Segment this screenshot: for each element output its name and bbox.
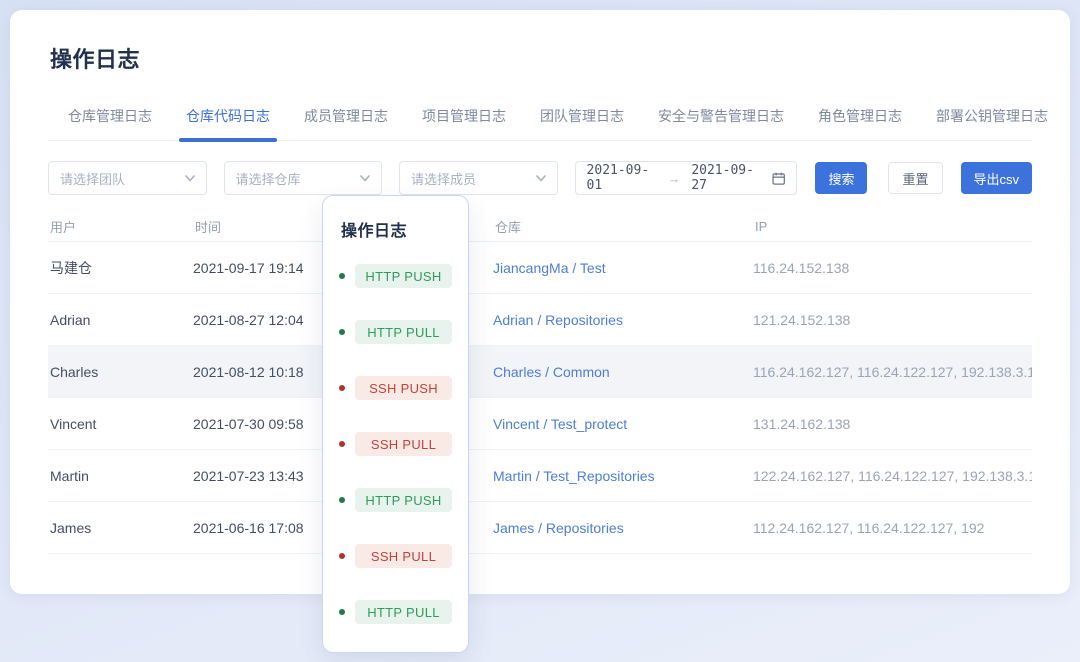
operation-tag: SSH PULL: [355, 432, 452, 456]
date-end: 2021-09-27: [691, 163, 754, 193]
main-panel: 操作日志 仓库管理日志 仓库代码日志 成员管理日志 项目管理日志 团队管理日志 …: [10, 10, 1070, 594]
team-select[interactable]: 请选择团队: [48, 161, 207, 195]
ip-cell: 122.24.162.127, 116.24.122.127, 192.138.…: [753, 467, 1032, 484]
log-table: 用户 时间 仓库 IP 马建仓 2021-09-17 19:14 Jiancan…: [48, 211, 1032, 554]
user-cell: Adrian: [50, 311, 91, 328]
tab-repo-manage-log[interactable]: 仓库管理日志: [68, 108, 152, 124]
user-cell: 马建仓: [50, 259, 92, 276]
reset-button[interactable]: 重置: [888, 162, 943, 194]
operation-item: SSH PULL: [339, 432, 452, 456]
chevron-down-icon: [360, 174, 370, 181]
time-cell: 2021-08-27 12:04: [193, 311, 304, 328]
status-dot-icon: [339, 273, 345, 279]
table-row: Vincent 2021-07-30 09:58 Vincent / Test_…: [48, 398, 1032, 450]
user-cell: Charles: [50, 363, 99, 380]
chevron-down-icon: [535, 174, 546, 181]
time-cell: 2021-08-12 10:18: [193, 363, 304, 380]
repo-link[interactable]: Adrian / Repositories: [493, 311, 623, 328]
ip-cell: 131.24.162.138: [753, 415, 851, 432]
time-cell: 2021-07-23 13:43: [193, 467, 304, 484]
operation-item: HTTP PULL: [339, 320, 452, 344]
time-cell: 2021-07-30 09:58: [193, 415, 304, 432]
col-header-user: 用户: [50, 219, 77, 235]
date-start: 2021-09-01: [586, 163, 650, 193]
user-cell: Vincent: [50, 415, 97, 432]
ip-cell: 112.24.162.127, 116.24.122.127, 192: [753, 519, 985, 536]
tab-project-manage-log[interactable]: 项目管理日志: [422, 108, 506, 124]
repo-link[interactable]: Vincent / Test_protect: [493, 415, 628, 432]
popover-title: 操作日志: [341, 223, 408, 240]
repo-select-placeholder: 请选择仓库: [235, 171, 301, 187]
page-title: 操作日志: [50, 47, 141, 72]
tab-repo-code-log[interactable]: 仓库代码日志: [179, 96, 277, 142]
table-row: Martin 2021-07-23 13:43 Martin / Test_Re…: [48, 450, 1032, 502]
col-header-repo: 仓库: [495, 219, 522, 235]
tab-role-manage-log[interactable]: 角色管理日志: [818, 108, 902, 124]
operation-item: SSH PUSH: [339, 376, 452, 400]
date-range-picker[interactable]: 2021-09-01 → 2021-09-27: [574, 161, 798, 195]
operation-tag: SSH PUSH: [355, 376, 452, 400]
operation-item: HTTP PUSH: [339, 488, 452, 512]
table-row: James 2021-06-16 17:08 James / Repositor…: [48, 502, 1032, 554]
team-select-placeholder: 请选择团队: [60, 171, 126, 187]
operation-log-popover: 操作日志 HTTP PUSH HTTP PULL SSH PUSH SSH PU…: [322, 195, 469, 653]
chevron-down-icon: [184, 174, 195, 181]
tab-bar: 仓库管理日志 仓库代码日志 成员管理日志 项目管理日志 团队管理日志 安全与警告…: [48, 96, 1048, 142]
filter-bar: 请选择团队 请选择仓库 请选择成员 2021-09-01 → 2021-09-2…: [48, 161, 1033, 195]
repo-link[interactable]: James / Repositories: [493, 519, 624, 536]
operation-tag: HTTP PUSH: [355, 264, 452, 288]
tab-team-manage-log[interactable]: 团队管理日志: [540, 108, 624, 124]
status-dot-icon: [339, 385, 345, 391]
operation-tag: HTTP PUSH: [355, 488, 452, 512]
table-row: Charles 2021-08-12 10:18 Charles / Commo…: [48, 346, 1032, 398]
tab-security-alert-log[interactable]: 安全与警告管理日志: [658, 108, 784, 124]
operation-item: SSH PULL: [339, 544, 452, 568]
operation-tag: SSH PULL: [355, 544, 452, 568]
search-button[interactable]: 搜索: [815, 162, 868, 194]
table-row: Adrian 2021-08-27 12:04 Adrian / Reposit…: [48, 294, 1032, 346]
operation-tag: HTTP PULL: [355, 320, 452, 344]
time-cell: 2021-09-17 19:14: [193, 259, 304, 276]
repo-link[interactable]: Martin / Test_Repositories: [493, 467, 655, 484]
tab-member-manage-log[interactable]: 成员管理日志: [304, 108, 388, 124]
operation-item: HTTP PULL: [339, 600, 452, 624]
repo-link[interactable]: JiancangMa / Test: [493, 259, 606, 276]
arrow-right-icon: →: [667, 170, 681, 186]
time-cell: 2021-06-16 17:08: [193, 519, 304, 536]
repo-link[interactable]: Charles / Common: [493, 363, 610, 380]
ip-cell: 121.24.152.138: [753, 311, 851, 328]
user-cell: Martin: [50, 467, 89, 484]
col-header-time: 时间: [195, 219, 222, 235]
status-dot-icon: [339, 609, 345, 615]
tab-deploy-key-log[interactable]: 部署公钥管理日志: [936, 108, 1048, 124]
status-dot-icon: [339, 497, 345, 503]
status-dot-icon: [339, 329, 345, 335]
user-cell: James: [50, 519, 92, 536]
operation-tag: HTTP PULL: [355, 600, 452, 624]
repo-select[interactable]: 请选择仓库: [223, 161, 383, 195]
status-dot-icon: [339, 441, 345, 447]
ip-cell: 116.24.152.138: [753, 259, 850, 276]
member-select[interactable]: 请选择成员: [399, 161, 558, 195]
ip-cell: 116.24.162.127, 116.24.122.127, 192.138.…: [753, 363, 1032, 380]
calendar-icon: [772, 172, 786, 185]
export-csv-button[interactable]: 导出csv: [960, 162, 1033, 194]
col-header-ip: IP: [755, 218, 768, 234]
table-row: 马建仓 2021-09-17 19:14 JiancangMa / Test 1…: [48, 242, 1032, 294]
status-dot-icon: [339, 553, 345, 559]
table-header: 用户 时间 仓库 IP: [48, 211, 1032, 242]
member-select-placeholder: 请选择成员: [411, 171, 477, 187]
operation-item: HTTP PUSH: [339, 264, 452, 288]
